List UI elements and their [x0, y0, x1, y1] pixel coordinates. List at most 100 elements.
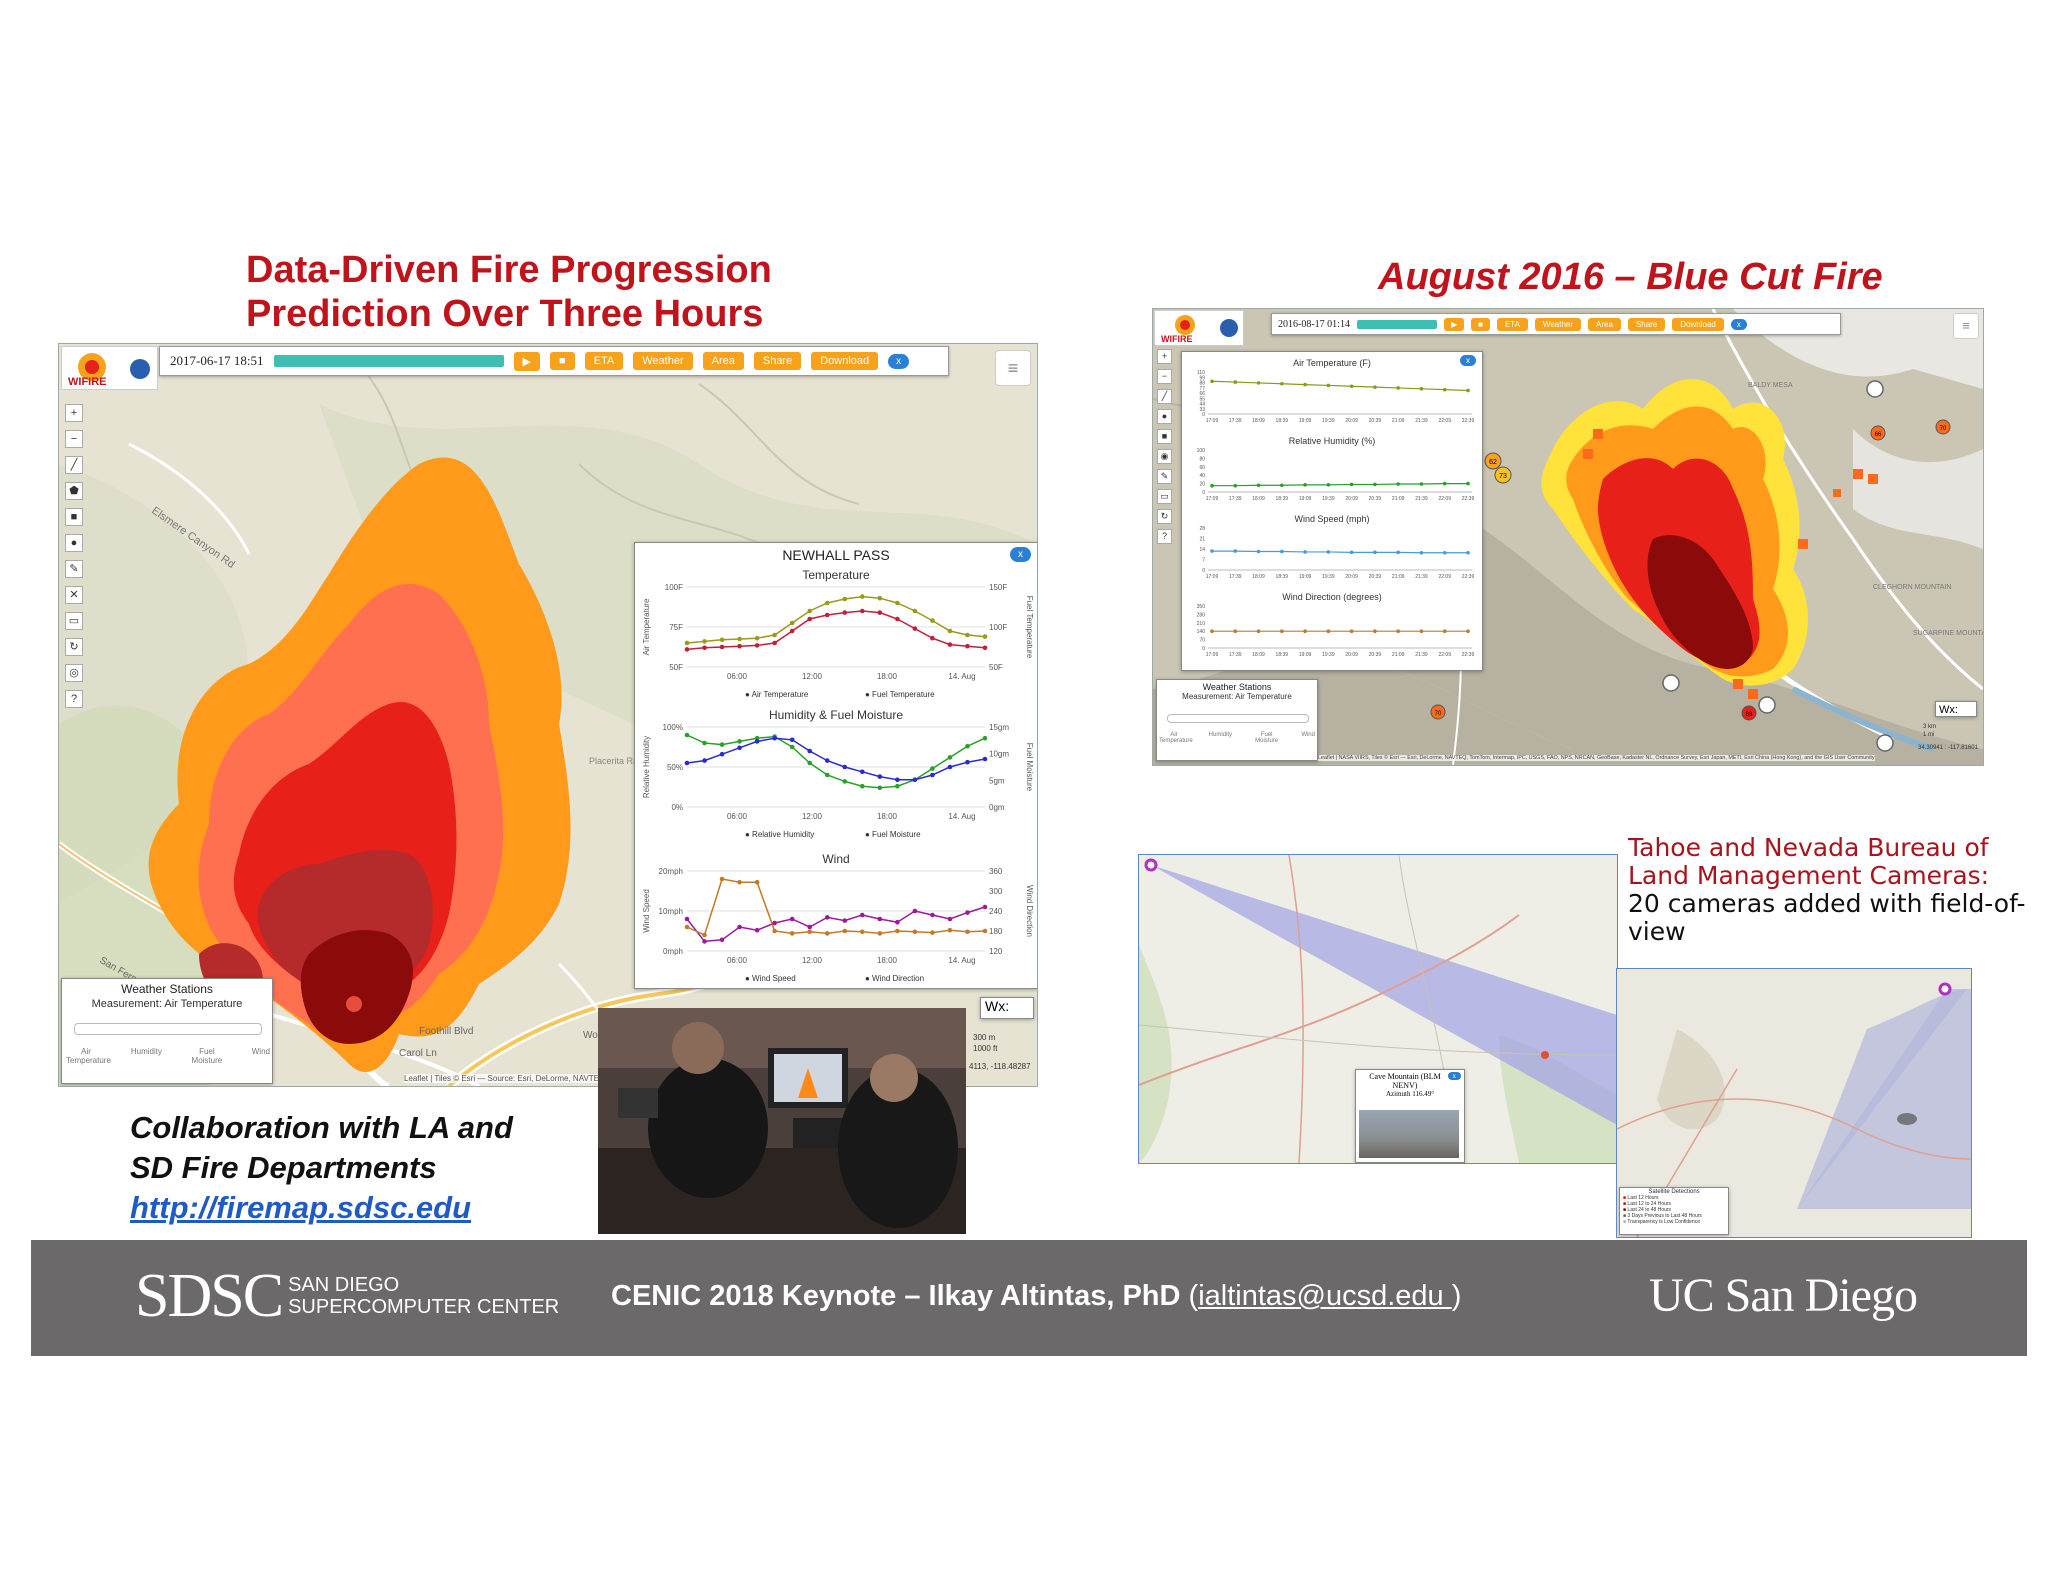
- camera-markers: [1662, 380, 1894, 752]
- right-ws-slider[interactable]: [1167, 714, 1309, 723]
- sdsc-logo-text: SDSC: [135, 1262, 284, 1330]
- right-chart-close-button[interactable]: x: [1460, 355, 1476, 366]
- right-toolbar-close-button[interactable]: x: [1730, 318, 1747, 330]
- satellite-item-3: ■ 3 Days Previous to Last 48 Hours: [1623, 1213, 1702, 1219]
- refresh-icon[interactable]: ↻: [65, 638, 83, 656]
- left-ws-opt-humidity[interactable]: Humidity: [130, 1047, 162, 1056]
- right-chart-3-xtick-10: 22:09: [1438, 652, 1451, 658]
- newhall-humidity-legend-0: ● Relative Humidity: [745, 830, 814, 839]
- right-edit-icon[interactable]: ✎: [1157, 469, 1172, 484]
- right-chart-2-point-0: [1210, 549, 1214, 553]
- right-chart-0-xtick-3: 18:39: [1276, 418, 1289, 424]
- stop-button[interactable]: ■: [550, 352, 575, 370]
- right-layers-icon[interactable]: ≡: [1953, 313, 1979, 339]
- right-chart-2-xtick-9: 21:39: [1415, 574, 1428, 580]
- right-share-button[interactable]: Share: [1627, 317, 1666, 331]
- cave-mountain-popup: Cave Mountain (BLM NENV) Azimuth 116.49°…: [1355, 1069, 1465, 1163]
- email-link[interactable]: ialtintas@ucsd.edu: [1198, 1280, 1452, 1312]
- left-fire-map[interactable]: Elsmere Canyon Rd Foothill Blvd San Fern…: [58, 343, 1038, 1087]
- edit-icon[interactable]: ✎: [65, 560, 83, 578]
- right-chart-0-point-11: [1466, 388, 1470, 393]
- newhall-wind-lefttick-0: 20mph: [659, 867, 683, 876]
- draw-rect-icon[interactable]: ■: [65, 508, 83, 526]
- right-zoom-in-icon[interactable]: +: [1157, 349, 1172, 364]
- newhall-close-button[interactable]: x: [1010, 547, 1031, 562]
- popup-close-button[interactable]: x: [1447, 1072, 1461, 1080]
- left-toolbar-progress[interactable]: [273, 355, 504, 367]
- right-rect-icon[interactable]: ■: [1157, 429, 1172, 444]
- folder-icon[interactable]: ▭: [65, 612, 83, 630]
- left-area-button[interactable]: Area: [702, 352, 744, 370]
- left-ws-opt-fuel[interactable]: Fuel Moisture: [191, 1047, 223, 1065]
- left-ws-opt-wind[interactable]: Wind: [251, 1047, 270, 1056]
- left-ws-opt-air[interactable]: Air Temperature: [66, 1047, 111, 1065]
- newhall-humidity-righttick-3: 0gm: [989, 803, 1005, 812]
- satellite-map[interactable]: Satellite Detections ■ Last 12 Hours ■ L…: [1616, 968, 1972, 1238]
- left-eta-button[interactable]: ETA: [584, 352, 624, 370]
- newhall-wind-series-1-point-7: [807, 929, 813, 935]
- newhall-wind-series-0-point-4: [754, 927, 760, 933]
- right-map-toolbar: 2016-08-17 01:14 ▶ ■ ETA Weather Area Sh…: [1271, 313, 1841, 335]
- newhall-temperature-series-0-point-13: [912, 608, 918, 614]
- newhall-temperature-series-0-point-2: [719, 637, 725, 643]
- layers-icon[interactable]: ≡: [995, 350, 1031, 386]
- left-download-button[interactable]: Download: [811, 352, 879, 370]
- newhall-humidity-series-1-point-12: [895, 777, 900, 783]
- right-play-button[interactable]: ▶: [1443, 317, 1465, 331]
- newhall-temperature-legend-1: ● Fuel Temperature: [865, 690, 935, 699]
- draw-line-icon[interactable]: ╱: [65, 456, 83, 474]
- left-ws-slider[interactable]: [74, 1023, 262, 1035]
- right-area-button[interactable]: Area: [1588, 317, 1621, 331]
- right-ws-opt-fuel[interactable]: Fuel Moisture: [1255, 732, 1279, 744]
- right-chart-3-point-0: [1210, 629, 1214, 633]
- right-ws-opt-wind[interactable]: Wind: [1301, 732, 1315, 738]
- zoom-out-icon[interactable]: −: [65, 430, 83, 448]
- right-wx-box: Wx:: [1935, 701, 1977, 717]
- left-title-line1: Data-Driven Fire Progression: [246, 249, 772, 291]
- right-draw-line-icon[interactable]: ╱: [1157, 389, 1172, 404]
- firemap-link[interactable]: http://firemap.sdsc.edu: [130, 1190, 472, 1225]
- right-chart-1-point-5: [1326, 483, 1331, 487]
- right-pin-icon[interactable]: ◉: [1157, 449, 1172, 464]
- right-chart-3-point-6: [1349, 629, 1354, 633]
- delete-icon[interactable]: ✕: [65, 586, 83, 604]
- right-stop-button[interactable]: ■: [1471, 317, 1490, 331]
- left-weather-button[interactable]: Weather: [633, 352, 693, 370]
- draw-polygon-icon[interactable]: ⬟: [65, 482, 83, 500]
- right-chart-1-point-7: [1373, 482, 1377, 487]
- right-chart-1-point-9: [1419, 482, 1424, 486]
- right-fire-map[interactable]: 62 73 66 70 68 70 BALDY MESA CLEGHORN MO…: [1152, 308, 1984, 766]
- right-chart-1-xtick-1: 17:39: [1229, 496, 1242, 502]
- marker-icon[interactable]: ●: [65, 534, 83, 552]
- right-chart-title-1: Relative Humidity (%): [1289, 436, 1376, 446]
- right-help-icon[interactable]: ?: [1157, 529, 1172, 544]
- right-download-button[interactable]: Download: [1672, 317, 1724, 331]
- right-zoom-out-icon[interactable]: −: [1157, 369, 1172, 384]
- right-toolbar-progress[interactable]: [1356, 319, 1437, 329]
- newhall-humidity-lefttick-1: 50%: [667, 763, 683, 772]
- newhall-wind-leftlabel: Wind Speed: [642, 889, 651, 933]
- newhall-wind-righttick-2: 240: [989, 907, 1003, 916]
- right-chart-2-tick-3: 7: [1202, 558, 1205, 564]
- camera-fov-map[interactable]: Cave Mountain (BLM NENV) Azimuth 116.49°…: [1138, 854, 1618, 1164]
- newhall-wind-legend-1: ● Wind Direction: [865, 974, 924, 983]
- left-toolbar-close-button[interactable]: x: [888, 353, 910, 369]
- right-weather-button[interactable]: Weather: [1534, 317, 1582, 331]
- right-ws-opt-air[interactable]: Air Temperature: [1159, 732, 1193, 744]
- play-button[interactable]: ▶: [513, 351, 540, 371]
- right-chart-0-xtick-2: 18:09: [1252, 418, 1265, 424]
- right-eta-button[interactable]: ETA: [1496, 317, 1528, 331]
- right-chart-2-point-5: [1326, 550, 1331, 554]
- right-folder-icon[interactable]: ▭: [1157, 489, 1172, 504]
- right-marker-icon[interactable]: ●: [1157, 409, 1172, 424]
- target-icon[interactable]: ◎: [65, 664, 83, 682]
- zoom-in-icon[interactable]: +: [65, 404, 83, 422]
- satellite-legend-title: Satellite Detections: [1648, 1189, 1700, 1195]
- right-refresh-icon[interactable]: ↻: [1157, 509, 1172, 524]
- right-ws-opt-humidity[interactable]: Humidity: [1208, 732, 1232, 738]
- right-chart-0-point-3: [1280, 381, 1284, 386]
- left-share-button[interactable]: Share: [753, 352, 802, 370]
- help-icon[interactable]: ?: [65, 690, 83, 708]
- right-chart-1-point-1: [1233, 483, 1238, 488]
- newhall-wind-series-1-point-8: [824, 931, 830, 936]
